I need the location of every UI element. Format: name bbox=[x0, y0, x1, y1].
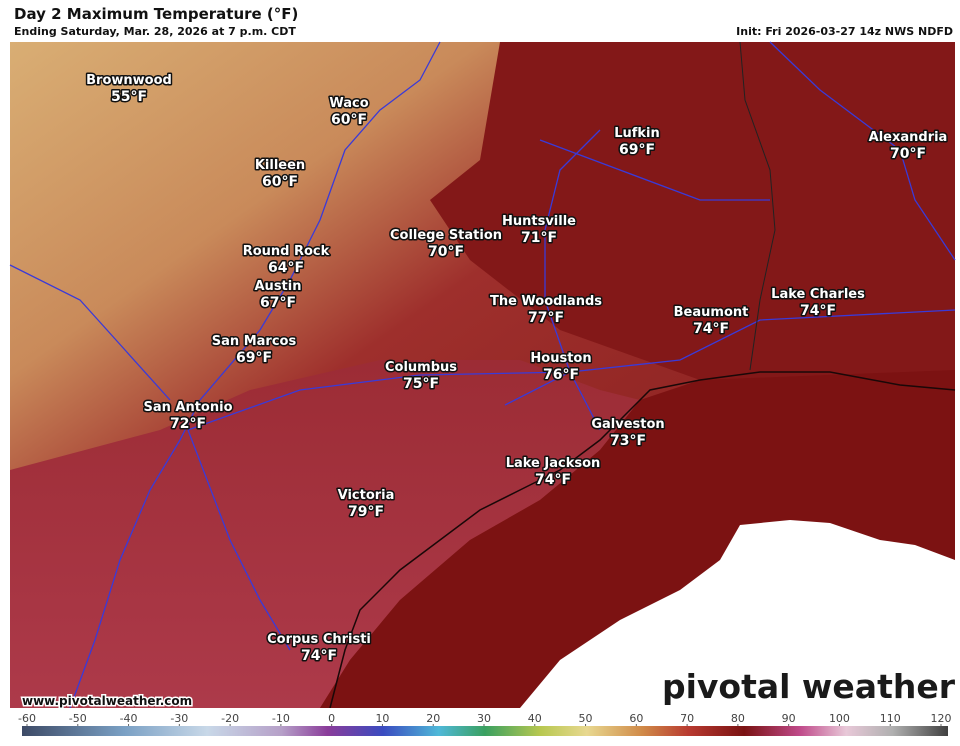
logo: pivotal weather bbox=[662, 667, 956, 706]
city-temp: 69°F bbox=[236, 350, 272, 366]
city-name: Lake Charles bbox=[771, 287, 865, 302]
city-name: Round Rock bbox=[243, 244, 330, 259]
city-name: Killeen bbox=[255, 158, 305, 173]
colorbar-tick-label: -40 bbox=[120, 712, 138, 725]
city-name: Columbus bbox=[385, 360, 457, 375]
city-temp: 55°F bbox=[111, 89, 147, 105]
city-temp: 73°F bbox=[610, 433, 646, 449]
colorbar-tick-label: 120 bbox=[931, 712, 952, 725]
city-temp: 69°F bbox=[619, 142, 655, 158]
colorbar-tick-label: -20 bbox=[221, 712, 239, 725]
city-temp: 60°F bbox=[262, 174, 298, 190]
city-name: Waco bbox=[329, 96, 368, 111]
city-temp: 74°F bbox=[800, 303, 836, 319]
colorbar-tick-label: 0 bbox=[328, 712, 335, 725]
colorbar-tick-label: 10 bbox=[375, 712, 389, 725]
city-name: Lake Jackson bbox=[506, 456, 601, 471]
city-name: The Woodlands bbox=[490, 294, 602, 309]
city-name: Alexandria bbox=[869, 130, 948, 145]
city-name: College Station bbox=[390, 228, 502, 243]
city-name: Beaumont bbox=[674, 305, 749, 320]
city-name: Galveston bbox=[591, 417, 664, 432]
city-name: Lufkin bbox=[614, 126, 660, 141]
colorbar-tick-label: -30 bbox=[170, 712, 188, 725]
colorbar-tick-label: 30 bbox=[477, 712, 491, 725]
city-temp: 60°F bbox=[331, 112, 367, 128]
colorbar-tick-label: 40 bbox=[528, 712, 542, 725]
city-temp: 74°F bbox=[301, 648, 337, 664]
northeast-region bbox=[430, 42, 955, 380]
colorbar-tick-label: 20 bbox=[426, 712, 440, 725]
no-data-area bbox=[520, 520, 955, 708]
city-name: Austin bbox=[255, 279, 302, 294]
map-title: Day 2 Maximum Temperature (°F) bbox=[14, 5, 298, 23]
colorbar-tick-label: 80 bbox=[731, 712, 745, 725]
colorbar-tick-label: -10 bbox=[272, 712, 290, 725]
highways bbox=[9, 41, 956, 709]
city-name: Huntsville bbox=[502, 214, 576, 229]
city-name: Houston bbox=[530, 351, 591, 366]
website: www.pivotalweather.com bbox=[22, 694, 192, 708]
city-temp: 74°F bbox=[693, 321, 729, 337]
city-temp: 75°F bbox=[403, 376, 439, 392]
city-name: Corpus Christi bbox=[267, 632, 371, 647]
init-time: Init: Fri 2026-03-27 14z NWS NDFD bbox=[736, 25, 953, 38]
colorbar bbox=[22, 726, 948, 736]
city-temp: 67°F bbox=[260, 295, 296, 311]
colorbar-tick-label: 110 bbox=[880, 712, 901, 725]
coastline bbox=[329, 371, 956, 709]
city-temp: 64°F bbox=[268, 260, 304, 276]
city-name: San Antonio bbox=[143, 400, 232, 415]
city-temp: 70°F bbox=[890, 146, 926, 162]
colorbar-tick-label: 50 bbox=[579, 712, 593, 725]
colorbar-tick-label: 70 bbox=[680, 712, 694, 725]
city-temp: 72°F bbox=[170, 416, 206, 432]
colorbar-ticks: -60 -50 -40 -30 -20 -10 0 10 20 30 40 50 60 70 80 90 100… bbox=[18, 712, 952, 726]
colorbar-tick-label: 90 bbox=[782, 712, 796, 725]
city-temp: 70°F bbox=[428, 244, 464, 260]
colorbar-tick-label: -50 bbox=[69, 712, 87, 725]
colorbar-tick-label: 100 bbox=[829, 712, 850, 725]
city-name: San Marcos bbox=[212, 334, 297, 349]
city-name: Brownwood bbox=[86, 73, 172, 88]
city-temp: 71°F bbox=[521, 230, 557, 246]
map bbox=[9, 41, 956, 709]
city-temp: 77°F bbox=[528, 310, 564, 326]
city-temp: 76°F bbox=[543, 367, 579, 383]
colorbar-tick-label: 60 bbox=[629, 712, 643, 725]
city-name: Victoria bbox=[338, 488, 395, 503]
map-subtitle: Ending Saturday, Mar. 28, 2026 at 7 p.m.… bbox=[14, 25, 296, 38]
city-temp: 74°F bbox=[535, 472, 571, 488]
south-region bbox=[10, 360, 640, 708]
state-border bbox=[739, 41, 776, 371]
colorbar-tick-label: -60 bbox=[18, 712, 36, 725]
city-temp: 79°F bbox=[348, 504, 384, 520]
